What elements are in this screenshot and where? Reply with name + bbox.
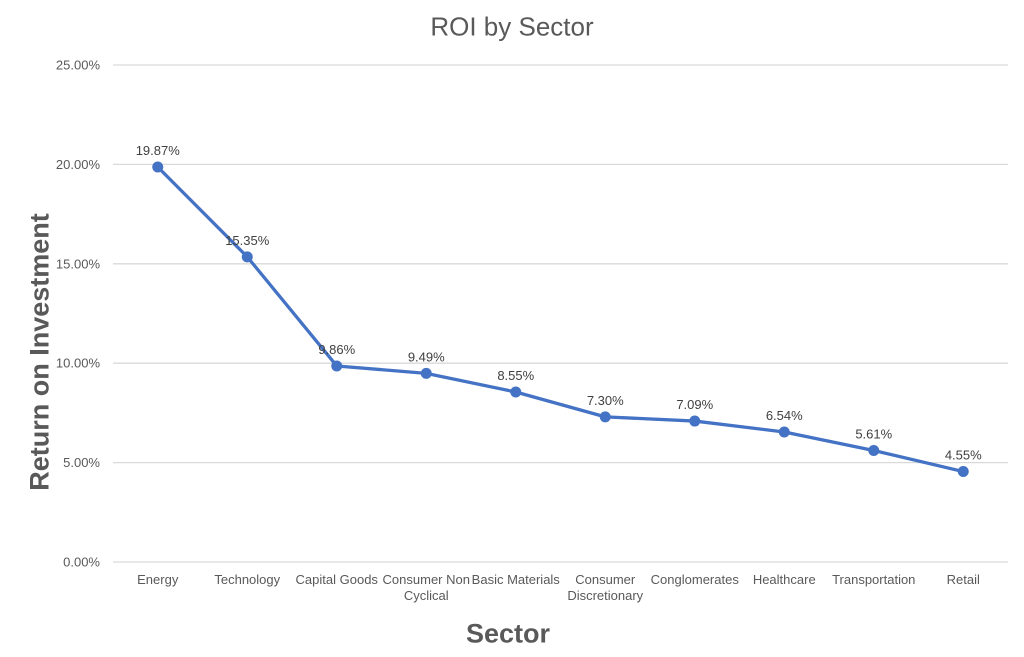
data-label: 7.09% <box>676 397 713 412</box>
data-label: 6.54% <box>766 408 803 423</box>
roi-line-series <box>156 165 965 474</box>
x-category-label: Conglomerates <box>651 572 740 587</box>
data-label: 19.87% <box>136 143 181 158</box>
x-category-label: Retail <box>947 572 980 587</box>
y-tick-label: 0.00% <box>63 555 100 570</box>
data-point-marker <box>420 367 432 379</box>
data-point-marker <box>510 386 522 398</box>
data-point-marker <box>152 161 164 173</box>
x-category-label: Healthcare <box>753 572 816 587</box>
data-point-marker <box>689 415 701 427</box>
data-label: 15.35% <box>225 233 270 248</box>
data-label: 4.55% <box>945 448 982 463</box>
y-tick-label: 10.00% <box>56 356 101 371</box>
chart-title: ROI by Sector <box>430 11 594 42</box>
data-point-marker <box>868 444 880 456</box>
data-point-marker <box>957 466 969 478</box>
data-label: 5.61% <box>855 426 892 441</box>
data-label: 8.55% <box>497 368 534 383</box>
data-point-marker <box>778 426 790 438</box>
x-category-label: Transportation <box>832 572 915 587</box>
data-label: 9.49% <box>408 349 445 364</box>
x-category-label: Consumer Non Cyclical <box>383 572 470 603</box>
x-category-label: Basic Materials <box>472 572 561 587</box>
x-axis-title: Sector <box>465 618 551 649</box>
x-category-label: Capital Goods <box>296 572 379 587</box>
x-category-label: Consumer Discretionary <box>567 572 643 603</box>
y-tick-label: 15.00% <box>56 256 101 271</box>
data-point-marker <box>241 251 253 263</box>
data-label: 9.86% <box>318 342 355 357</box>
x-category-label: Technology <box>214 572 280 587</box>
y-tick-label: 5.00% <box>63 455 100 470</box>
x-category-label: Energy <box>137 572 179 587</box>
data-label: 7.30% <box>587 393 624 408</box>
data-point-marker <box>599 411 611 423</box>
y-tick-label: 25.00% <box>56 58 101 73</box>
y-tick-label: 20.00% <box>56 157 101 172</box>
data-point-marker <box>331 360 343 372</box>
